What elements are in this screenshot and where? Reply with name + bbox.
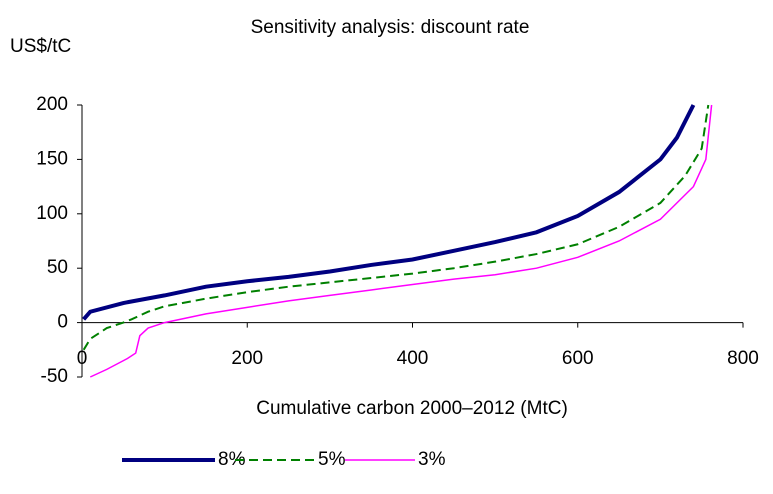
y-tick-label: 150 [36, 148, 68, 169]
x-tick-label: 600 [562, 348, 594, 369]
series-line [82, 104, 696, 321]
x-axis-label: Cumulative carbon 2000–2012 (MtC) [256, 398, 568, 419]
y-tick-label: -50 [41, 366, 68, 387]
x-tick-label: 800 [727, 348, 759, 369]
y-tick-label: 50 [47, 257, 68, 278]
legend-label: 3% [418, 449, 446, 470]
x-tick-label: 400 [397, 348, 429, 369]
chart-title: Sensitivity analysis: discount rate [251, 17, 530, 38]
x-tick-label: 200 [231, 348, 263, 369]
series-line [89, 104, 713, 378]
legend-label: 5% [318, 449, 346, 470]
y-tick-label: 100 [36, 203, 68, 224]
x-tick-label: 0 [77, 348, 88, 369]
y-tick-label: 0 [57, 312, 68, 333]
y-axis-label: US$/tC [10, 36, 71, 57]
series-line [82, 104, 710, 351]
legend-label: 8% [218, 449, 246, 470]
y-tick-label: 200 [36, 94, 68, 115]
